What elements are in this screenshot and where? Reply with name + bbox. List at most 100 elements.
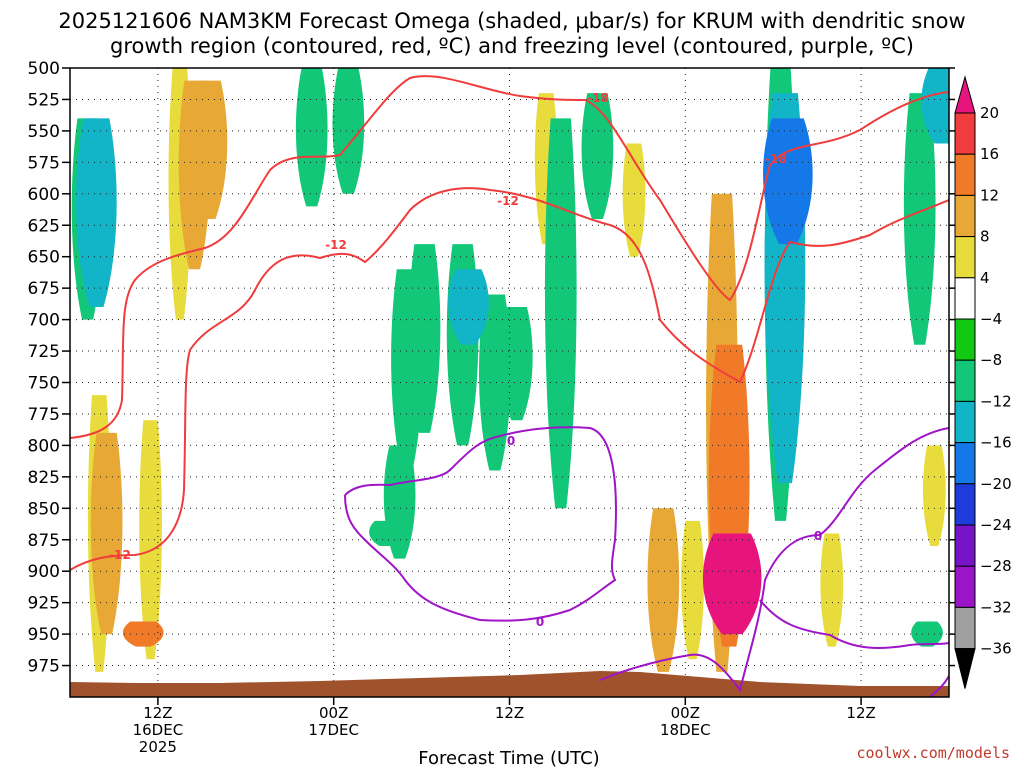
y-tick-label: 500 [28, 59, 60, 79]
colorbar-label: −28 [980, 557, 1012, 575]
colorbar-label: 20 [980, 104, 999, 122]
colorbar-swatch [954, 194, 976, 238]
colorbar-label: −24 [980, 516, 1012, 534]
colorbar-top-triangle [954, 75, 976, 114]
y-tick-label: 650 [28, 248, 60, 268]
colorbar-swatch [954, 524, 976, 567]
colorbar-swatch [954, 318, 976, 361]
colorbar-label: 12 [980, 186, 999, 204]
freezing-contour-label: 0 [507, 434, 515, 448]
chart-title-line-2: growth region (contoured, red, ºC) and f… [110, 34, 914, 58]
y-tick-label: 925 [28, 594, 60, 614]
x-tick-label: 16DEC [133, 721, 184, 739]
colorbar-label: −32 [980, 598, 1012, 616]
y-tick-label: 900 [28, 562, 60, 582]
omega-cell-28 [76, 118, 117, 308]
omega-cell-24 [903, 93, 936, 345]
y-tick-label: 950 [28, 625, 60, 645]
colorbar-swatch [954, 565, 976, 608]
colorbar-label: −12 [980, 392, 1012, 410]
freezing-contour-corner [929, 675, 949, 697]
omega-cell-2 [622, 143, 646, 257]
contour-labels: -12 -12 -12 -18 -18 0 0 0 [109, 91, 822, 629]
y-tick-label: 525 [28, 90, 60, 110]
colorbar-label: 4 [980, 269, 990, 287]
omega-cell-26 [90, 432, 123, 635]
colorbar-swatch [954, 483, 976, 526]
y-tick-label: 850 [28, 499, 60, 519]
omega-cell-21 [647, 508, 680, 672]
y-tick-label: 600 [28, 185, 60, 205]
x-tick-label: 12Z [846, 704, 875, 722]
omega-cell-7 [139, 420, 162, 660]
dgz-contour-label: -18 [587, 91, 609, 105]
dgz-contour-label: -12 [325, 238, 347, 252]
omega-cell-19 [544, 118, 577, 509]
colorbar-swatch [954, 606, 976, 650]
freezing-contour-right [599, 427, 949, 693]
y-tick-label: 875 [28, 531, 60, 551]
omega-cell-4 [820, 533, 844, 647]
omega-cell-35 [702, 533, 762, 635]
colorbar-label: −4 [980, 310, 1002, 328]
dgz-contour-label: -18 [765, 152, 787, 166]
x-tick-label: 12Z [495, 704, 524, 722]
omega-cell-15 [408, 244, 441, 433]
x-tick-label: 17DEC [308, 721, 359, 739]
x-tick-label: 00Z [319, 704, 348, 722]
colorbar-label: 16 [980, 145, 999, 163]
omega-shading [71, 68, 949, 672]
y-tick-label: 575 [28, 153, 60, 173]
credit-text[interactable]: coolwx.com/models [856, 744, 1010, 762]
colorbar-label: −36 [980, 640, 1012, 658]
colorbar-label: −20 [980, 475, 1012, 493]
omega-cell-34 [763, 118, 813, 245]
dgz-contour-middle [70, 187, 949, 571]
dgz-contour-label: -12 [497, 194, 519, 208]
omega-cell-10 [295, 68, 328, 207]
y-tick-label: 550 [28, 122, 60, 142]
colorbar-swatch [954, 277, 976, 320]
freezing-contour-main [344, 426, 617, 622]
chart-title-line-1: 2025121606 NAM3KM Forecast Omega (shaded… [58, 9, 965, 33]
colorbar-swatch [954, 112, 976, 155]
dotted-grid [70, 68, 949, 697]
omega-cell-5 [922, 445, 946, 547]
colorbar-bottom-triangle [954, 648, 976, 689]
colorbar-swatch [954, 400, 976, 444]
y-tick-label: 775 [28, 405, 60, 425]
freezing-contour-label: 0 [536, 615, 544, 629]
freezing-contour-label: 0 [814, 529, 822, 543]
colorbar-label: 8 [980, 228, 990, 246]
colorbar-label: −16 [980, 434, 1012, 452]
terrain-surface [70, 671, 949, 697]
plot-area: -12 -12 -12 -18 -18 0 0 0 [70, 68, 949, 697]
y-tick-label: 800 [28, 436, 60, 456]
y-tick-label: 975 [28, 657, 60, 677]
y-tick-label: 625 [28, 216, 60, 236]
omega-cell-32 [921, 68, 949, 144]
omega-cell-20 [581, 93, 614, 219]
omega-cell-13 [383, 445, 416, 559]
colorbar: 20 16 12 8 4 −4 −8 −12 −16 −20 −24 −28 −32 −36 [954, 75, 1012, 689]
y-tick-label: 750 [28, 374, 60, 394]
dgz-contours [70, 75, 949, 571]
y-tick-label: 825 [28, 468, 60, 488]
y-axis-ticks: 500 525 550 575 600 625 650 675 700 725 750 775 800 8… [28, 59, 955, 677]
omega-cell-18 [500, 307, 533, 421]
y-tick-label: 725 [28, 342, 60, 362]
colorbar-swatch [954, 442, 976, 485]
x-tick-label: 12Z [143, 704, 172, 722]
omega-cell-33 [122, 621, 164, 647]
colorbar-swatch [954, 153, 976, 196]
freezing-contour-lower [759, 599, 949, 649]
x-tick-label: 18DEC [660, 721, 711, 739]
x-tick-label: 00Z [671, 704, 700, 722]
omega-cell-3 [681, 520, 704, 660]
dgz-contour-top [70, 75, 949, 439]
colorbar-label: −8 [980, 351, 1002, 369]
colorbar-swatch [954, 236, 976, 279]
x-axis-title: Forecast Time (UTC) [418, 748, 599, 768]
